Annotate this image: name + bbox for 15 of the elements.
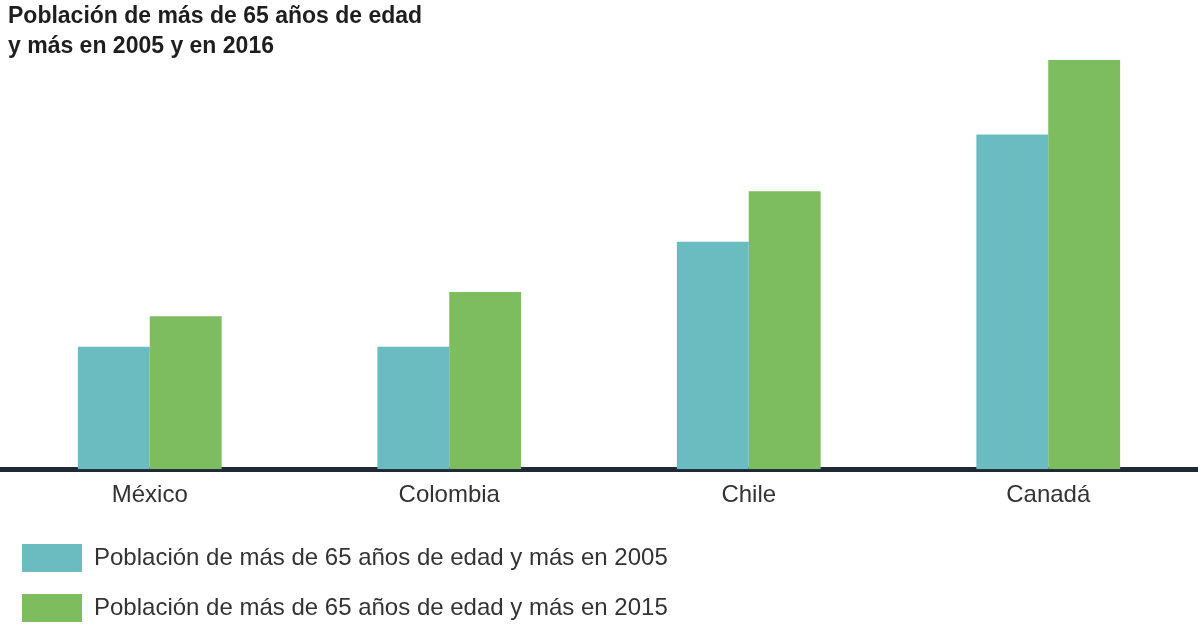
bar (149, 316, 222, 470)
x-tick-label: Colombia (398, 480, 501, 508)
bar (976, 134, 1049, 470)
bar (449, 292, 522, 470)
x-tick-label: México (111, 480, 188, 508)
x-tick-label: Canadá (1006, 480, 1091, 508)
legend-label: Población de más de 65 años de edad y más en 2015 (94, 592, 668, 620)
x-tick-label: Chile (721, 480, 777, 508)
bar (748, 191, 821, 470)
bar (77, 346, 150, 470)
legend-label: Población de más de 65 años de edad y más en 2005 (94, 542, 668, 570)
bar (377, 346, 450, 470)
bar (1048, 60, 1121, 470)
bar (676, 241, 749, 470)
chart-title: Población de más de 65 años de edad y más en 2005 y en 2016 (8, 1, 423, 60)
